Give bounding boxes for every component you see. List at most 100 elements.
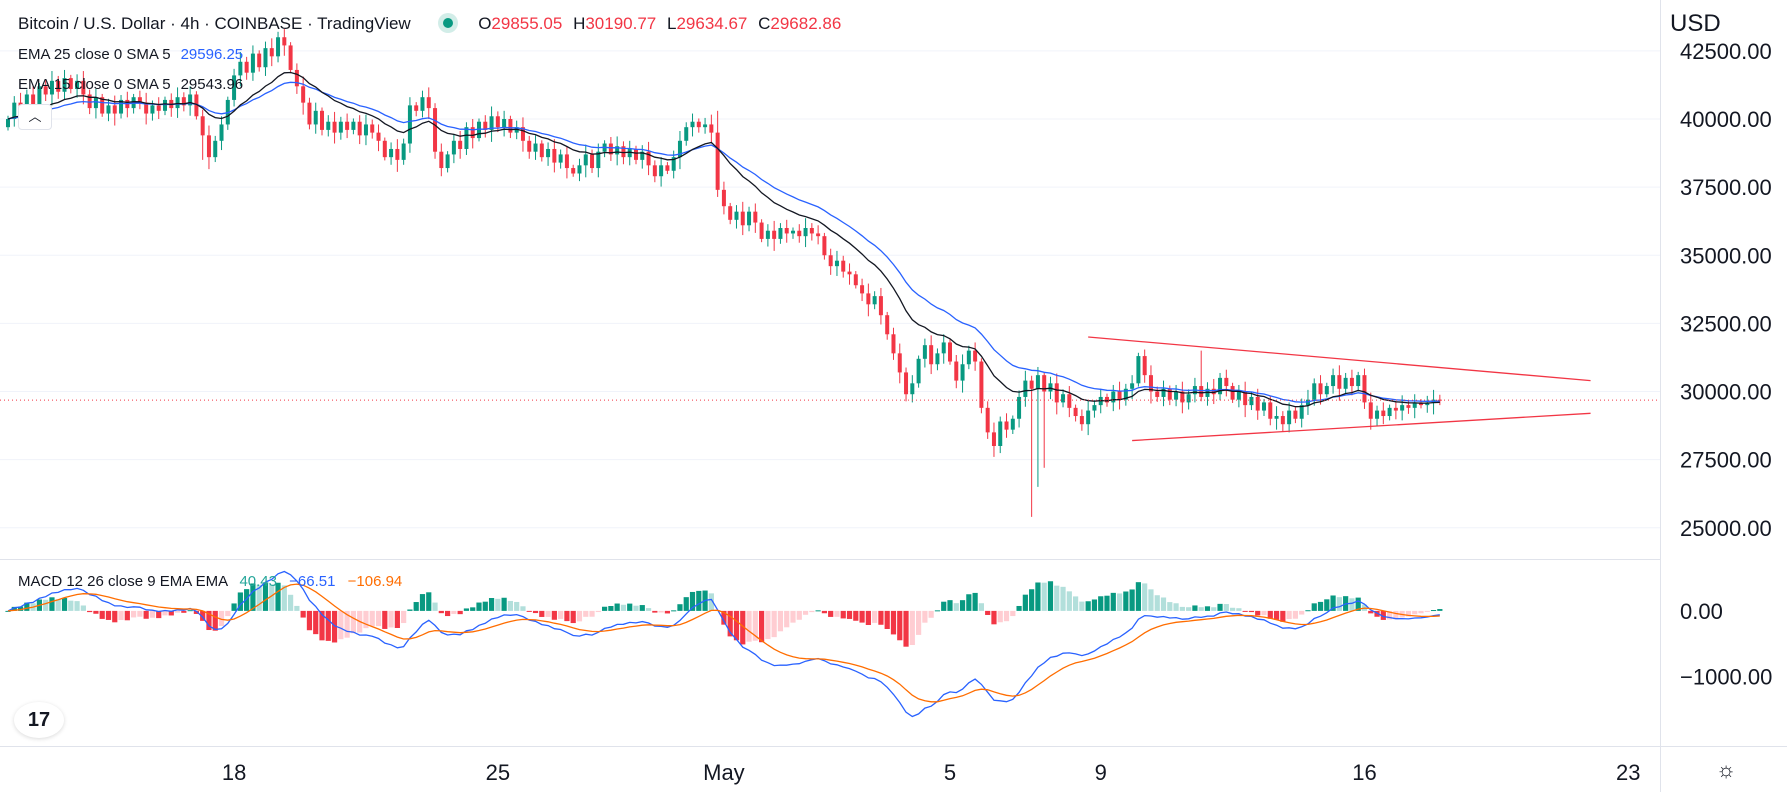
candle [853, 271, 858, 289]
candle-body [1142, 356, 1147, 376]
macd-histogram-bar [463, 608, 470, 611]
macd-histogram-bar [1211, 607, 1217, 611]
study-ema25[interactable]: EMA 25 close 0 SMA 5 29596.25 [18, 46, 243, 63]
macd-histogram-bar [1029, 589, 1035, 611]
symbol-title[interactable]: Bitcoin / U.S. Dollar · 4h · COINBASE · … [18, 14, 411, 33]
candle-body [878, 296, 883, 316]
y-tick-label: 42500.00 [1680, 39, 1772, 64]
tradingview-logo-icon[interactable]: 17 [14, 702, 64, 738]
trendline-upper [1088, 336, 1591, 382]
candle-body [206, 135, 211, 158]
ema25-line [7, 81, 1440, 403]
candle-body [276, 37, 281, 57]
macd-histogram-bar [1299, 610, 1305, 615]
x-tick-label: 16 [1352, 760, 1376, 785]
candle [276, 31, 281, 63]
macd-histogram-bar [1041, 582, 1047, 611]
candle-body [1293, 410, 1298, 419]
macd-histogram-bar [922, 610, 928, 623]
macd-histogram-bar [840, 610, 846, 619]
candle-body [181, 97, 186, 106]
candle [998, 416, 1003, 454]
candle-body [596, 151, 601, 169]
candle [916, 355, 921, 388]
candle-body [1174, 391, 1179, 400]
currency-label[interactable]: USD [1670, 10, 1721, 37]
candle-body [426, 97, 431, 109]
candle-body [1010, 418, 1015, 430]
candle-body [93, 97, 98, 109]
candle-body [62, 78, 67, 92]
candle [125, 91, 130, 118]
candle [1425, 395, 1430, 413]
macd-histogram-bar [1430, 610, 1437, 612]
candle-body [1023, 380, 1028, 397]
candle [721, 181, 726, 215]
candle [1287, 402, 1292, 433]
candle [250, 45, 255, 81]
candle-body [778, 228, 783, 239]
candle [477, 118, 481, 142]
candle-body [998, 421, 1003, 446]
candle [791, 227, 795, 239]
candle-body [941, 342, 946, 354]
macd-histogram-bar [545, 610, 551, 617]
gear-icon[interactable]: ☼ [1716, 757, 1737, 782]
candle-body [816, 233, 821, 237]
candle [904, 367, 909, 402]
candle-body [326, 121, 331, 130]
macd-histogram-bar [551, 610, 557, 620]
macd-histogram-bar [105, 610, 112, 620]
candle-body [445, 154, 450, 169]
macd-histogram-bar [206, 610, 212, 631]
candle-body [288, 45, 293, 70]
macd-histogram-bar [1424, 610, 1430, 612]
study-ema15[interactable]: EMA 15 close 0 SMA 5 29543.96 [18, 76, 243, 93]
candle-body [1105, 396, 1109, 403]
candle-body [677, 140, 682, 158]
macd-histogram-bar [620, 604, 627, 611]
macd-histogram-bar [1129, 589, 1135, 611]
candle [489, 106, 494, 142]
candle [1017, 390, 1022, 428]
macd-histogram-bar [174, 610, 181, 613]
candle-body [853, 274, 858, 286]
macd-histogram-bar [576, 610, 583, 622]
candle-body [747, 211, 752, 226]
macd-histogram-bar [652, 610, 658, 613]
candle [1148, 365, 1153, 404]
candle-body [721, 189, 726, 207]
macd-histogram-bar [941, 601, 947, 611]
candle-body [81, 80, 86, 95]
macd-histogram-bar [55, 599, 61, 611]
macd-histogram-bar [828, 610, 834, 617]
candle-body [904, 372, 909, 395]
macd-histogram-bar [269, 584, 275, 611]
candle [1042, 371, 1047, 468]
candle [552, 139, 557, 173]
macd-legend[interactable]: MACD 12 26 close 9 EMA EMA 40.43 −66.51 … [18, 573, 402, 590]
y-tick-label: 25000.00 [1680, 516, 1772, 541]
macd-histogram-bar [790, 610, 796, 623]
candle-body [948, 342, 952, 362]
macd-histogram-bar [1110, 592, 1116, 611]
y-tick-label: 35000.00 [1680, 243, 1772, 268]
collapse-legend-button[interactable]: ︿ [18, 104, 52, 130]
low-value: 29634.67 [676, 14, 748, 33]
candle [690, 113, 695, 137]
macd-histogram-bar [1066, 591, 1072, 611]
candle [1375, 405, 1380, 426]
macd-signal-value: −106.94 [347, 573, 403, 590]
candle-body [634, 148, 638, 160]
candle [357, 115, 362, 145]
candle [414, 102, 419, 117]
candle [320, 107, 324, 136]
candle [219, 116, 224, 151]
candle-body [1136, 356, 1141, 384]
candle [847, 263, 852, 285]
candle [470, 119, 475, 149]
candle [213, 135, 218, 163]
candle [941, 334, 946, 364]
candle-body [1123, 388, 1128, 400]
